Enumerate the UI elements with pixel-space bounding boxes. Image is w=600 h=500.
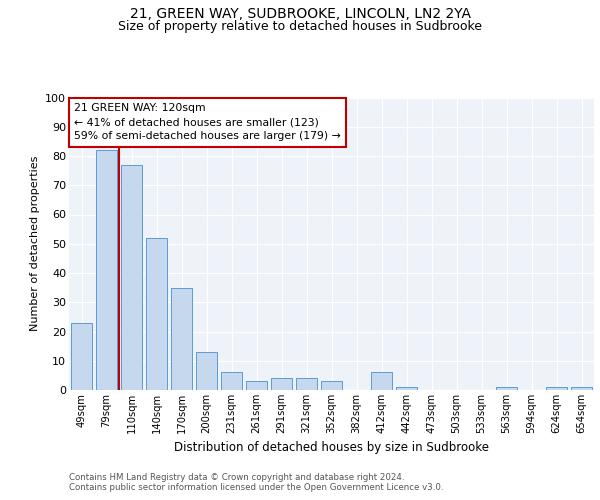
- Y-axis label: Number of detached properties: Number of detached properties: [29, 156, 40, 332]
- Bar: [296, 378, 317, 390]
- Bar: [546, 387, 567, 390]
- Bar: [146, 238, 167, 390]
- Text: Size of property relative to detached houses in Sudbrooke: Size of property relative to detached ho…: [118, 20, 482, 33]
- Bar: [321, 381, 342, 390]
- Bar: [196, 352, 217, 390]
- Bar: [246, 381, 267, 390]
- Bar: [71, 322, 92, 390]
- Bar: [96, 150, 117, 390]
- Bar: [571, 387, 592, 390]
- Bar: [271, 378, 292, 390]
- Text: 21, GREEN WAY, SUDBROOKE, LINCOLN, LN2 2YA: 21, GREEN WAY, SUDBROOKE, LINCOLN, LN2 2…: [130, 8, 470, 22]
- X-axis label: Distribution of detached houses by size in Sudbrooke: Distribution of detached houses by size …: [174, 442, 489, 454]
- Text: Contains public sector information licensed under the Open Government Licence v3: Contains public sector information licen…: [69, 484, 443, 492]
- Text: Contains HM Land Registry data © Crown copyright and database right 2024.: Contains HM Land Registry data © Crown c…: [69, 472, 404, 482]
- Bar: [371, 372, 392, 390]
- Bar: [171, 288, 192, 390]
- Bar: [496, 387, 517, 390]
- Bar: [221, 372, 242, 390]
- Bar: [396, 387, 417, 390]
- Text: 21 GREEN WAY: 120sqm
← 41% of detached houses are smaller (123)
59% of semi-deta: 21 GREEN WAY: 120sqm ← 41% of detached h…: [74, 104, 341, 142]
- Bar: [121, 165, 142, 390]
